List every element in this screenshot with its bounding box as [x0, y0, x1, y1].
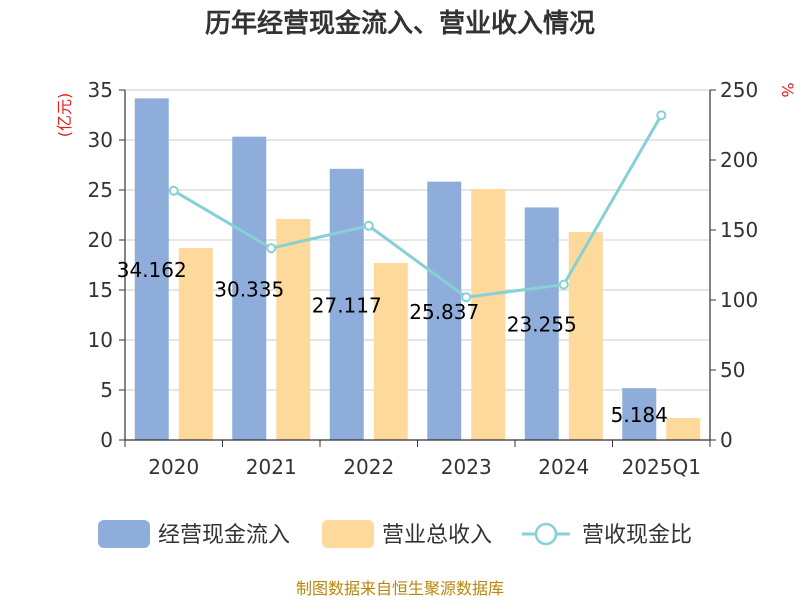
left-axis-tick-label: 5: [100, 378, 113, 402]
bar-cash-inflow: [427, 181, 462, 440]
left-axis-tick-label: 15: [88, 278, 113, 302]
bar-cash-inflow: [134, 98, 169, 440]
ratio-line-point: [558, 279, 569, 290]
bar-cash-inflow: [524, 207, 559, 440]
right-axis-tick-label: 50: [720, 358, 745, 382]
x-axis-tick-label: 2021: [246, 455, 297, 479]
legend-label: 营业总收入: [382, 523, 492, 548]
right-axis-tick-label: 250: [720, 78, 758, 102]
bar-cash-inflow: [622, 388, 657, 440]
left-axis-tick-label: 20: [88, 228, 113, 252]
source-note: 制图数据来自恒生聚源数据库: [296, 579, 504, 598]
left-axis-tick-label: 25: [88, 178, 113, 202]
legend-swatch: [322, 520, 374, 548]
x-axis-tick-label: 2020: [148, 455, 199, 479]
legend-marker: [534, 522, 558, 546]
bar-revenue: [276, 219, 311, 440]
data-label: 23.255: [507, 313, 577, 337]
bar-revenue: [666, 418, 701, 440]
axes: 0 5 10 15 20 25 30 35 0 50 100 150 200 250 2020 2021 202…: [88, 78, 759, 479]
right-axis-tick-label: 150: [720, 218, 758, 242]
right-axis-tick-label: 0: [720, 428, 733, 452]
x-axis-tick-label: 2023: [441, 455, 492, 479]
legend-label: 经营现金流入: [158, 523, 290, 548]
legend: 经营现金流入 营业总收入 营收现金比: [98, 520, 692, 548]
left-axis-tick-label: 35: [88, 78, 113, 102]
ratio-line-point: [656, 110, 667, 121]
bars: [134, 98, 701, 440]
x-axis-tick-label: 2024: [538, 455, 589, 479]
legend-label: 营收现金比: [582, 523, 692, 548]
data-label: 25.837: [409, 300, 479, 324]
bar-cash-inflow: [329, 168, 364, 440]
x-axis-tick-label: 2022: [343, 455, 394, 479]
left-axis-unit: (亿元): [55, 93, 74, 138]
left-axis-tick-label: 10: [88, 328, 113, 352]
ratio-line-point: [168, 185, 179, 196]
data-labels: 34.162 30.335 27.117 25.837 23.255 5.184: [117, 258, 668, 427]
ratio-line-point: [266, 243, 277, 254]
bar-revenue: [373, 263, 408, 440]
right-axis-unit: %: [778, 82, 797, 97]
gridlines: [125, 89, 710, 391]
data-label: 30.335: [214, 277, 284, 301]
ratio-line: [168, 110, 667, 303]
chart-title: 历年经营现金流入、营业收入情况: [205, 8, 595, 39]
bar-cash-inflow: [232, 136, 267, 440]
bar-revenue: [178, 248, 213, 440]
ratio-line-path: [172, 114, 663, 299]
left-axis-tick-label: 30: [88, 128, 113, 152]
left-axis-tick-label: 0: [100, 428, 113, 452]
right-axis-tick-label: 200: [720, 148, 758, 172]
legend-swatch: [98, 520, 150, 548]
bar-revenue: [471, 189, 506, 440]
right-axis-tick-label: 100: [720, 288, 758, 312]
data-label: 27.117: [312, 293, 382, 317]
data-label: 5.184: [611, 403, 668, 427]
ratio-line-point: [461, 292, 472, 303]
ratio-line-point: [363, 220, 374, 231]
data-label: 34.162: [117, 258, 187, 282]
x-axis-tick-label: 2025Q1: [622, 455, 701, 479]
